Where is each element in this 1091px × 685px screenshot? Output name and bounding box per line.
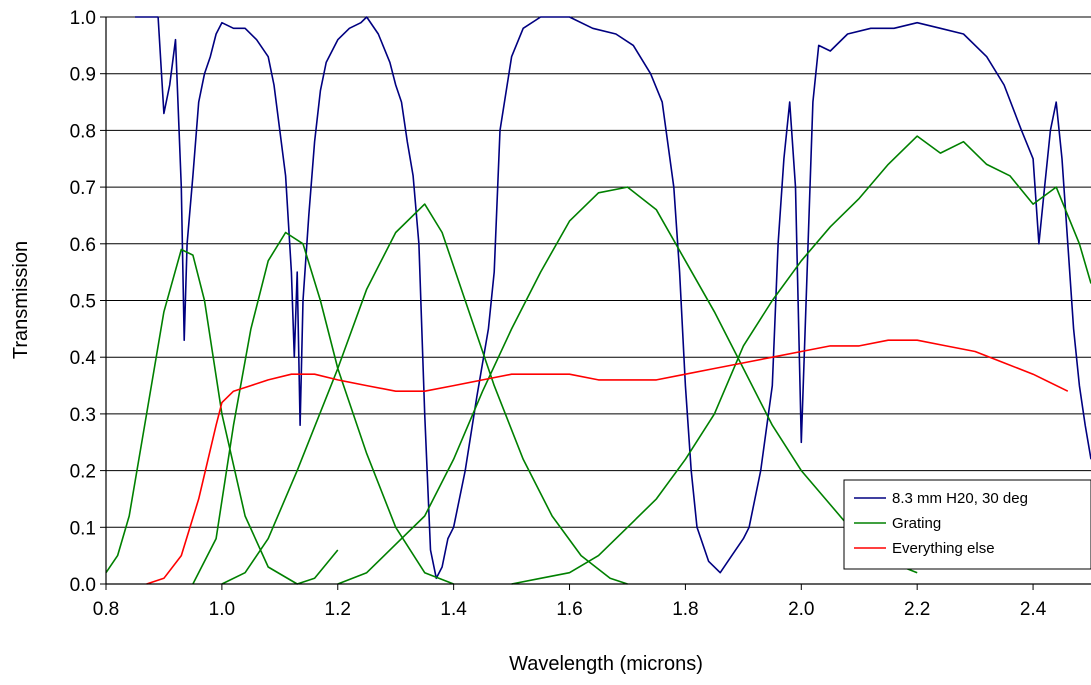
- y-tick-label: 0.8: [70, 121, 96, 142]
- x-tick-labels: 0.8 1.0 1.2 1.4 1.6 1.8 2.0 2.2 2.4: [93, 599, 1047, 620]
- y-tick-label: 0.9: [70, 65, 96, 86]
- y-tick-label: 0.7: [70, 178, 96, 199]
- series-line: [337, 186, 918, 585]
- x-tick-label: 1.4: [440, 599, 467, 620]
- x-tick-label: 1.0: [209, 599, 235, 620]
- series-layer: [105, 16, 1091, 585]
- x-tick-label: 0.8: [93, 599, 119, 620]
- x-tick-label: 2.0: [788, 599, 814, 620]
- axes: [100, 16, 1091, 590]
- legend-label: Everything else: [892, 540, 995, 557]
- y-tick-label: 0.2: [70, 462, 96, 483]
- grid: [106, 16, 1091, 585]
- legend-label: 8.3 mm H20, 30 deg: [892, 490, 1028, 507]
- legend: 8.3 mm H20, 30 deg Grating Everything else: [843, 479, 1091, 570]
- legend-box: [843, 479, 1091, 570]
- y-tick-label: 0.4: [70, 348, 97, 369]
- y-tick-label: 0.3: [70, 405, 96, 426]
- series-1: [105, 135, 1091, 585]
- series-line: [105, 248, 339, 585]
- series-line: [221, 203, 628, 585]
- series-0: [135, 16, 1091, 580]
- series-line: [511, 135, 1091, 585]
- y-axis-title: Transmission: [10, 241, 32, 359]
- y-tick-label: 0.0: [70, 575, 96, 596]
- series-2: [146, 339, 1069, 585]
- x-tick-label: 2.4: [1020, 599, 1047, 620]
- x-tick-label: 1.2: [325, 599, 351, 620]
- y-tick-labels: 0.0 0.1 0.2 0.3 0.4 0.5 0.6 0.7 0.8 0.9 1.0: [70, 8, 97, 596]
- series-line: [192, 231, 454, 585]
- y-tick-label: 1.0: [70, 8, 96, 29]
- x-tick-label: 1.6: [556, 599, 582, 620]
- y-tick-label: 0.1: [70, 518, 96, 539]
- x-axis-title: Wavelength (microns): [509, 653, 703, 675]
- x-tick-label: 2.2: [904, 599, 930, 620]
- series-line: [146, 339, 1069, 585]
- x-tick-label: 1.8: [672, 599, 698, 620]
- series-line: [135, 16, 1091, 580]
- legend-label: Grating: [892, 515, 941, 532]
- y-tick-label: 0.5: [70, 292, 96, 313]
- y-tick-label: 0.6: [70, 235, 96, 256]
